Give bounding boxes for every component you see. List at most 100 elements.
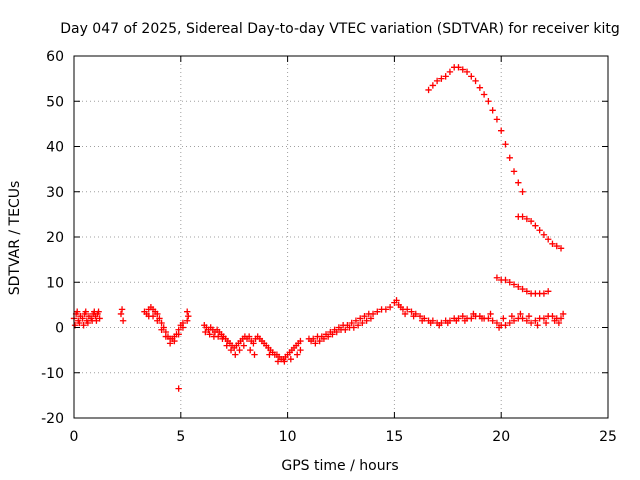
x-axis-label: GPS time / hours bbox=[281, 458, 398, 474]
data-point bbox=[551, 317, 558, 324]
data-point bbox=[453, 317, 460, 324]
data-point bbox=[223, 342, 230, 349]
y-tick-label: 50 bbox=[46, 94, 64, 110]
data-point bbox=[294, 351, 301, 358]
data-point bbox=[206, 331, 213, 338]
data-point bbox=[274, 358, 282, 365]
data-point bbox=[251, 351, 258, 358]
y-tick-label: 0 bbox=[55, 321, 64, 337]
y-tick-label: -20 bbox=[41, 411, 64, 427]
y-tick-label: -10 bbox=[41, 366, 64, 382]
data-point bbox=[149, 312, 157, 320]
data-point bbox=[468, 73, 475, 80]
data-point bbox=[179, 324, 187, 331]
data-point bbox=[519, 213, 526, 220]
data-point bbox=[363, 317, 370, 324]
data-point bbox=[418, 317, 426, 324]
data-point bbox=[506, 279, 513, 286]
data-point bbox=[442, 73, 449, 80]
data-point bbox=[455, 64, 462, 71]
data-point bbox=[433, 77, 441, 85]
y-tick-label: 40 bbox=[46, 140, 64, 156]
data-point bbox=[154, 310, 161, 318]
data-point bbox=[95, 308, 102, 315]
data-point bbox=[312, 340, 319, 347]
data-point bbox=[461, 317, 469, 324]
data-point bbox=[348, 319, 355, 327]
series-mid-segment bbox=[515, 213, 565, 252]
data-point bbox=[425, 86, 432, 94]
data-point bbox=[536, 227, 543, 234]
data-point bbox=[266, 351, 273, 358]
data-point bbox=[532, 222, 539, 229]
data-point bbox=[542, 319, 550, 327]
y-tick-label: 20 bbox=[46, 230, 64, 246]
data-point bbox=[342, 326, 349, 333]
data-point bbox=[250, 340, 257, 347]
data-point bbox=[93, 317, 100, 324]
data-point bbox=[493, 319, 501, 327]
data-point bbox=[540, 315, 548, 322]
series-low-segment bbox=[493, 274, 552, 297]
data-point bbox=[416, 312, 424, 320]
data-point bbox=[459, 312, 466, 320]
data-point bbox=[444, 319, 451, 327]
data-point bbox=[553, 242, 560, 250]
data-point bbox=[367, 315, 375, 322]
data-point bbox=[410, 312, 417, 320]
data-point bbox=[316, 337, 323, 345]
data-point bbox=[459, 66, 466, 73]
series-main bbox=[70, 297, 567, 392]
data-point bbox=[350, 324, 358, 331]
data-point bbox=[493, 116, 501, 123]
data-point bbox=[354, 322, 362, 329]
data-point bbox=[523, 288, 531, 295]
data-point bbox=[523, 317, 531, 324]
data-point bbox=[487, 310, 494, 318]
data-point bbox=[549, 312, 556, 320]
data-point bbox=[281, 358, 288, 365]
data-point bbox=[540, 231, 548, 238]
data-point bbox=[352, 317, 360, 324]
data-point bbox=[232, 351, 239, 358]
data-point bbox=[544, 236, 552, 243]
data-point bbox=[438, 75, 445, 82]
data-points bbox=[70, 64, 567, 392]
data-point bbox=[80, 322, 87, 329]
data-point bbox=[472, 77, 479, 85]
data-point bbox=[329, 331, 336, 338]
data-point bbox=[540, 290, 548, 297]
data-point bbox=[534, 322, 541, 329]
data-point bbox=[515, 179, 522, 186]
data-point bbox=[219, 335, 226, 343]
series-upper-arc bbox=[425, 64, 526, 195]
data-point bbox=[118, 306, 126, 313]
data-point bbox=[297, 337, 304, 345]
data-point bbox=[436, 322, 443, 329]
data-point bbox=[369, 310, 377, 318]
data-point bbox=[485, 315, 492, 322]
data-point bbox=[510, 317, 518, 324]
data-point bbox=[361, 312, 368, 320]
data-point bbox=[506, 319, 513, 327]
data-point bbox=[510, 281, 518, 288]
data-point bbox=[324, 333, 332, 340]
data-point bbox=[485, 98, 492, 105]
data-point bbox=[247, 346, 254, 354]
data-point bbox=[502, 276, 509, 284]
data-point bbox=[171, 337, 178, 345]
data-point bbox=[154, 317, 161, 324]
data-point bbox=[185, 312, 192, 320]
data-point bbox=[96, 315, 103, 322]
data-point bbox=[408, 308, 415, 315]
data-point bbox=[240, 342, 248, 349]
grid bbox=[74, 56, 608, 418]
data-point bbox=[297, 346, 304, 354]
data-point bbox=[559, 310, 567, 318]
chart-title: Day 047 of 2025, Sidereal Day-to-day VTE… bbox=[60, 21, 620, 37]
data-point bbox=[245, 333, 253, 340]
data-point bbox=[500, 315, 507, 322]
data-point bbox=[489, 317, 496, 324]
x-tick-label: 0 bbox=[70, 429, 79, 445]
data-point bbox=[333, 328, 340, 336]
